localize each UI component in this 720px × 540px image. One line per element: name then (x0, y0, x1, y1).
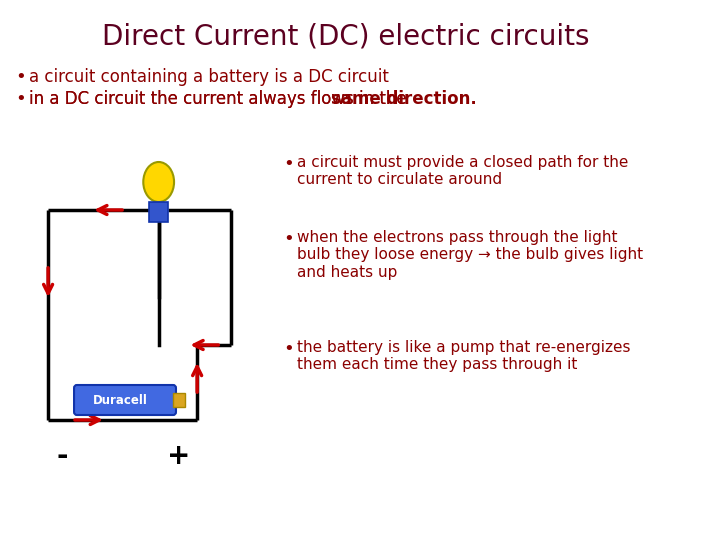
Text: when the electrons pass through the light
bulb they loose energy → the bulb give: when the electrons pass through the ligh… (297, 230, 643, 280)
Text: •: • (284, 155, 294, 173)
Text: a circuit containing a battery is a DC circuit: a circuit containing a battery is a DC c… (29, 68, 389, 86)
Text: -: - (57, 442, 68, 470)
Text: a circuit must provide a closed path for the
current to circulate around: a circuit must provide a closed path for… (297, 155, 629, 187)
Text: Duracell: Duracell (93, 395, 148, 408)
Text: in a DC circuit the current always flows in the: in a DC circuit the current always flows… (29, 90, 412, 108)
Text: •: • (15, 90, 26, 108)
Bar (173, 393, 184, 407)
Text: •: • (284, 340, 294, 358)
Text: •: • (284, 230, 294, 248)
Text: •: • (15, 68, 26, 86)
Text: in a DC circuit the current always flows in the: in a DC circuit the current always flows… (29, 90, 412, 108)
Text: +: + (167, 442, 191, 470)
Text: Direct Current (DC) electric circuits: Direct Current (DC) electric circuits (102, 22, 590, 50)
Ellipse shape (143, 162, 174, 202)
Text: same direction.: same direction. (331, 90, 477, 108)
Text: in a DC circuit the current always flows in the same direction.: in a DC circuit the current always flows… (29, 90, 540, 108)
FancyBboxPatch shape (74, 385, 176, 415)
Bar (149, 202, 168, 222)
Text: the battery is like a pump that re-energizes
them each time they pass through it: the battery is like a pump that re-energ… (297, 340, 631, 373)
